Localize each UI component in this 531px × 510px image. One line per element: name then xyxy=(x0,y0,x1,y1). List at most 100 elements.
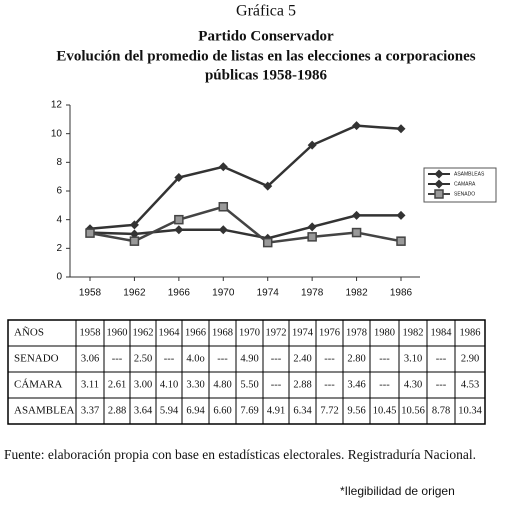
table-header-cell: 1976 xyxy=(319,327,340,338)
table-cell: 3.00 xyxy=(134,379,152,390)
point xyxy=(396,124,406,134)
series-line xyxy=(89,124,402,230)
legend-marker xyxy=(434,169,444,179)
y-tick-label: 8 xyxy=(56,157,62,168)
table-cell: 3.11 xyxy=(81,379,99,390)
source: Fuente: elaboración propia con base en e… xyxy=(4,447,476,462)
x-tick-label: 1982 xyxy=(345,288,368,299)
y-tick-label: 10 xyxy=(51,128,63,139)
table-header-cell: 1984 xyxy=(431,327,453,338)
point xyxy=(174,225,184,235)
table-cell: --- xyxy=(164,353,175,364)
table-cell: 3.37 xyxy=(81,405,99,416)
point xyxy=(129,229,139,239)
point xyxy=(352,210,362,220)
table-cell: 4.10 xyxy=(160,379,178,390)
table-cell: 3.06 xyxy=(81,353,99,364)
subtitle: Evolución del promedio de listas en las … xyxy=(56,48,475,64)
table-cell: 4.91 xyxy=(267,405,285,416)
table-cell: 4.30 xyxy=(404,379,422,390)
table-cell: 2.90 xyxy=(461,353,479,364)
table-cell: 6.60 xyxy=(213,405,231,416)
x-tick-label: 1958 xyxy=(79,288,102,299)
y-tick-label: 6 xyxy=(56,186,62,197)
table-cell: ASAMBLEA xyxy=(14,405,75,417)
table-cell: 6.94 xyxy=(186,405,205,416)
point xyxy=(396,236,406,246)
table-header-cell: 1974 xyxy=(292,327,314,338)
table-cell: 2.50 xyxy=(134,353,152,364)
subtitle: públicas 1958-1986 xyxy=(205,67,328,83)
table-cell: SENADO xyxy=(14,353,59,365)
note: *Ilegibilidad de origen xyxy=(340,484,455,498)
point xyxy=(218,162,228,172)
legend-label: CAMARA xyxy=(454,181,476,187)
legend-label: SENADO xyxy=(454,191,475,197)
point xyxy=(262,237,273,248)
x-tick-label: 1978 xyxy=(301,288,324,299)
table-cell: 10.45 xyxy=(373,405,397,416)
table-cell: 4.53 xyxy=(461,379,479,390)
table-cell: 2.88 xyxy=(293,379,311,390)
x-tick-label: 1974 xyxy=(257,288,280,299)
table-cell: 3.30 xyxy=(186,379,204,390)
table-cell: --- xyxy=(324,353,335,364)
table-cell: 10.56 xyxy=(401,405,425,416)
table-cell: 2.80 xyxy=(347,353,365,364)
point xyxy=(351,227,362,238)
table-cell: 7.69 xyxy=(240,405,258,416)
series-line xyxy=(89,205,402,244)
title: Partido Conservador xyxy=(198,28,334,44)
series-line xyxy=(89,214,401,240)
x-tick-label: 1962 xyxy=(123,288,146,299)
table-cell: 3.64 xyxy=(134,405,153,416)
y-tick-label: 2 xyxy=(56,243,62,254)
legend-marker xyxy=(434,179,444,189)
y-tick-label: 4 xyxy=(56,214,62,225)
table-cell: CÁMARA xyxy=(14,379,62,391)
table-cell: --- xyxy=(436,379,447,390)
table-cell: --- xyxy=(271,353,282,364)
point xyxy=(129,220,139,230)
point xyxy=(396,210,406,220)
table-header-cell: AÑOS xyxy=(14,327,44,339)
y-tick-label: 12 xyxy=(51,100,63,111)
table-cell: --- xyxy=(379,379,390,390)
table-cell: 6.34 xyxy=(293,405,312,416)
table-cell: 4.80 xyxy=(213,379,231,390)
figure-label: Gráfica 5 xyxy=(236,3,296,20)
table-cell: 7.72 xyxy=(320,405,338,416)
legend-marker xyxy=(434,189,444,199)
table-header-cell: 1986 xyxy=(460,327,481,338)
x-tick-label: 1970 xyxy=(212,288,235,299)
table-cell: 4.0o xyxy=(186,353,204,364)
point xyxy=(129,236,140,246)
table-header-cell: 1980 xyxy=(374,327,395,338)
table-header-cell: 1966 xyxy=(185,327,206,338)
point xyxy=(263,181,273,191)
legend-label: ASAMBLEAS xyxy=(454,171,485,177)
table-cell: --- xyxy=(436,353,447,364)
table-header-cell: 1978 xyxy=(346,327,367,338)
point xyxy=(85,228,95,238)
table-header-cell: 1960 xyxy=(107,327,128,338)
table-cell: 2.61 xyxy=(108,379,126,390)
table-header-cell: 1962 xyxy=(133,327,154,338)
table-cell: 10.34 xyxy=(458,405,482,416)
point xyxy=(218,202,229,212)
table-cell: 5.50 xyxy=(240,379,258,390)
point xyxy=(174,173,184,183)
table-cell: 5.94 xyxy=(160,405,179,416)
point xyxy=(352,121,362,131)
point xyxy=(174,214,184,225)
table-cell: 4.90 xyxy=(240,353,258,364)
table-header-cell: 1970 xyxy=(239,327,260,338)
table-cell: 3.46 xyxy=(347,379,365,390)
point xyxy=(218,225,228,235)
table-header-cell: 1964 xyxy=(159,327,181,338)
table-cell: 2.88 xyxy=(108,405,126,416)
table-header-cell: 1968 xyxy=(212,327,233,338)
table-cell: --- xyxy=(112,353,123,364)
point xyxy=(307,232,317,242)
